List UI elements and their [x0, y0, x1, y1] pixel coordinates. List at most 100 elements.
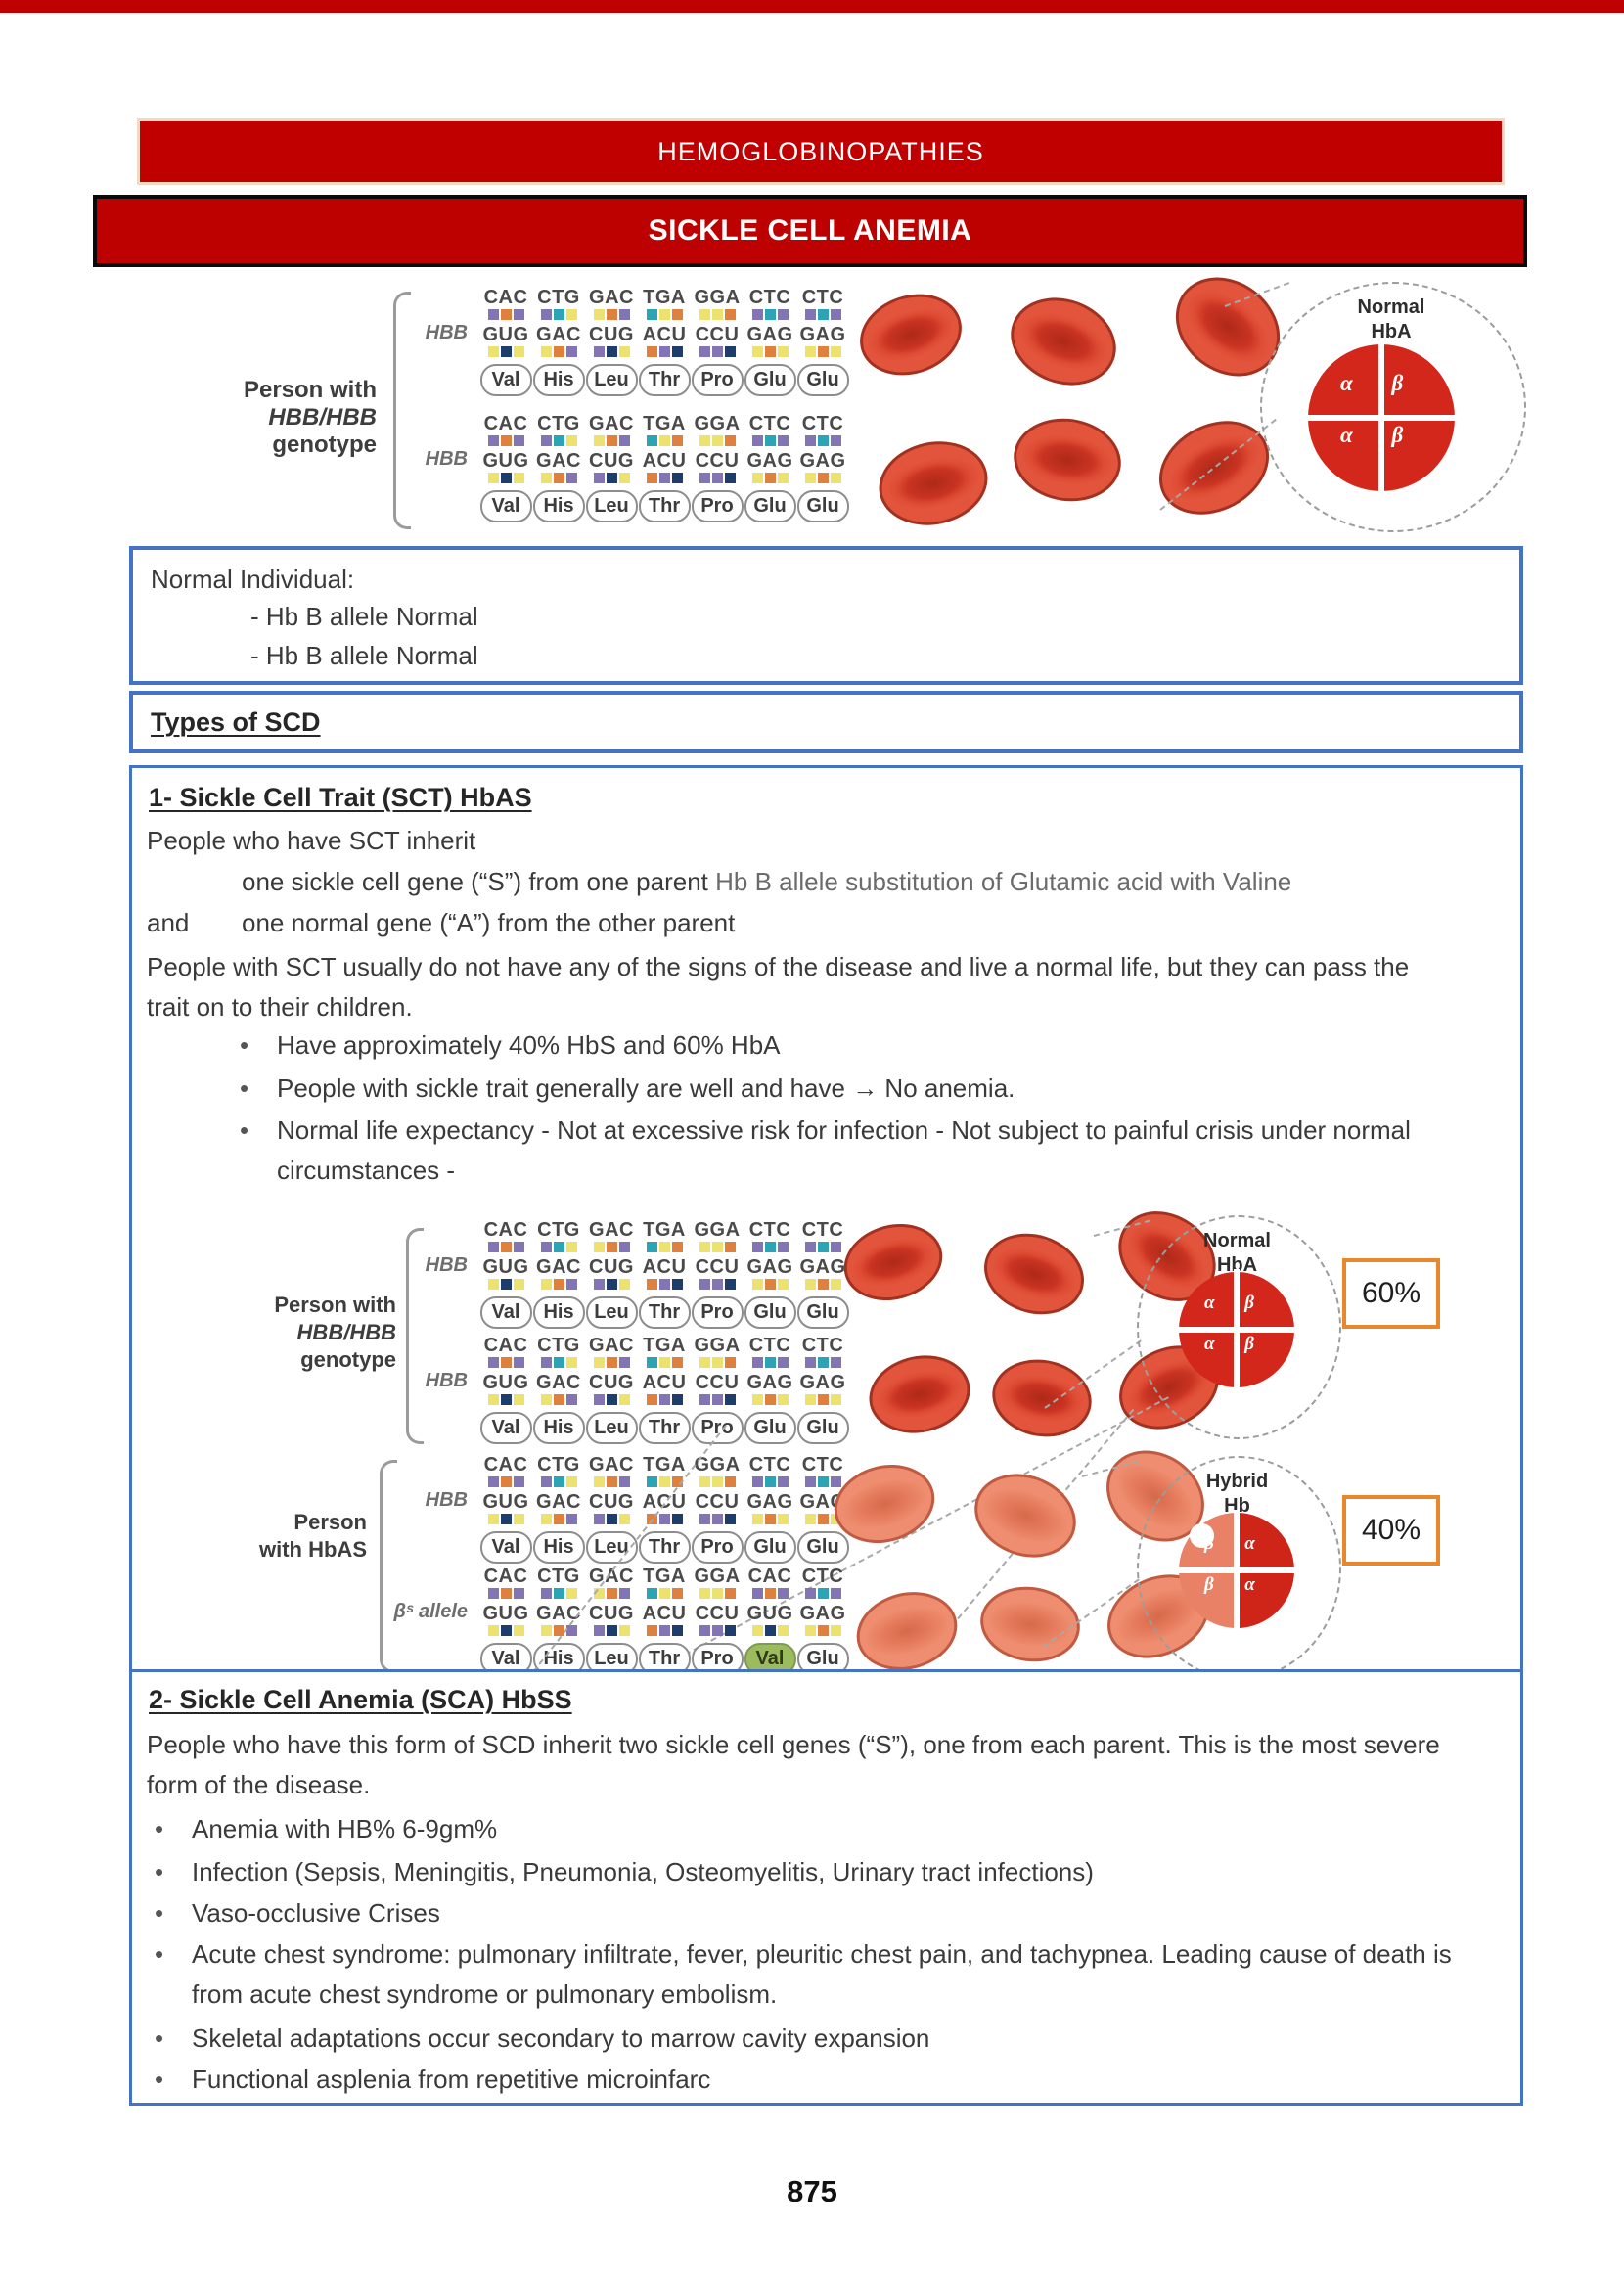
- nucleotide-squares: [647, 346, 683, 359]
- nucleotide-square: [566, 1394, 577, 1405]
- nucleotide-square: [554, 1394, 564, 1405]
- nucleotide-square: [699, 435, 710, 446]
- nucleotide-square: [672, 435, 683, 446]
- dna-codon-text: CAC: [484, 1454, 528, 1476]
- nucleotide-squares: [541, 1357, 577, 1370]
- dna-codon-text: CTC: [802, 1219, 844, 1241]
- rna-codon-text: GUG: [482, 1603, 528, 1624]
- nucleotide-squares: [594, 1588, 630, 1601]
- rna-codon-text: GAG: [799, 1256, 845, 1278]
- bracket: [406, 1228, 424, 1444]
- nucleotide-square: [712, 1394, 723, 1405]
- nucleotide-square: [566, 309, 577, 320]
- nucleotide-square: [778, 435, 789, 446]
- codon-column: TGAACUThr: [638, 287, 691, 396]
- rna-codon-text: CUG: [589, 1603, 634, 1624]
- nucleotide-squares: [488, 473, 524, 485]
- nucleotide-square: [659, 1242, 670, 1252]
- nucleotide-square: [712, 473, 723, 483]
- dna-codon-text: CTG: [537, 1454, 580, 1476]
- nucleotide-square: [488, 309, 499, 320]
- sct-inherit-gray: Hb B allele substitution of Glutamic aci…: [715, 867, 1291, 896]
- blood-cell: [871, 431, 995, 534]
- bullet-text: Have approximately 40% HbS and 60% HbA: [277, 1025, 1492, 1066]
- genotype-diagram-normal: HBBCACGUGValCTGGACHisGACCUGLeuTGAACUThrG…: [0, 279, 1624, 538]
- hb-subunit-label: β: [1392, 423, 1404, 448]
- nucleotide-squares: [752, 1476, 789, 1489]
- nucleotide-squares: [805, 1279, 841, 1292]
- nucleotide-squares: [752, 1242, 789, 1254]
- bullet-marker: •: [155, 1934, 192, 2015]
- nucleotide-square: [541, 1625, 552, 1636]
- nucleotide-squares: [699, 309, 736, 322]
- nucleotide-square: [712, 435, 723, 446]
- codon-column: CTCGAGGlu: [744, 413, 796, 522]
- nucleotide-square: [619, 346, 630, 357]
- nucleotide-square: [501, 1279, 512, 1290]
- nucleotide-squares: [752, 1625, 789, 1638]
- person-label: Person withHBB/HBBgenotype: [157, 377, 377, 459]
- dna-codon-text: TGA: [643, 1219, 686, 1241]
- codon-column: CACGUGVal: [479, 1219, 532, 1329]
- dna-codon-text: GAC: [589, 1219, 634, 1241]
- nucleotide-square: [805, 309, 816, 320]
- allele-block: βˢ alleleCACGUGValCTGGACHisGACCUGLeuTGAA…: [479, 1566, 849, 1675]
- nucleotide-square: [712, 1357, 723, 1368]
- blood-cell: [835, 1213, 951, 1311]
- dna-codon-text: TGA: [643, 1454, 686, 1476]
- nucleotide-squares: [541, 309, 577, 322]
- bullet-item: • People with sickle trait generally are…: [240, 1068, 1492, 1109]
- nucleotide-squares: [647, 473, 683, 485]
- normal-allele-line: - Hb B allele Normal: [250, 601, 478, 632]
- dna-codon-text: TGA: [643, 413, 686, 434]
- nucleotide-square: [594, 1514, 605, 1524]
- bullet-text: Infection (Sepsis, Meningitis, Pneumonia…: [192, 1852, 1485, 1892]
- nucleotide-squares: [752, 1357, 789, 1370]
- bullet-marker: •: [240, 1025, 277, 1066]
- person-label-line: genotype: [220, 1346, 396, 1374]
- nucleotide-squares: [752, 1514, 789, 1526]
- nucleotide-square: [566, 346, 577, 357]
- nucleotide-square: [778, 1625, 789, 1636]
- blood-cell: [848, 1582, 966, 1681]
- nucleotide-square: [501, 1514, 512, 1524]
- dna-codon-text: TGA: [643, 1335, 686, 1356]
- nucleotide-squares: [699, 346, 736, 359]
- amino-acid-pill: Glu: [744, 1296, 796, 1329]
- nucleotide-square: [566, 1588, 577, 1599]
- nucleotide-square: [514, 435, 524, 446]
- nucleotide-square: [765, 1279, 776, 1290]
- dna-codon-text: GGA: [694, 1566, 740, 1587]
- dna-codon-text: CTG: [537, 1566, 580, 1587]
- rna-codon-text: GAG: [746, 1372, 792, 1393]
- nucleotide-square: [778, 1279, 789, 1290]
- nucleotide-square: [607, 1625, 617, 1636]
- nucleotide-square: [712, 1588, 723, 1599]
- nucleotide-square: [831, 473, 841, 483]
- amino-acid-pill: His: [533, 1531, 585, 1564]
- bullet-text: Vaso-occlusive Crises: [192, 1893, 1485, 1933]
- codon-column: CTCGAGGlu: [796, 1335, 849, 1444]
- nucleotide-square: [647, 309, 657, 320]
- hb-molecule-circle: αβαβ: [1308, 344, 1455, 491]
- sct-and-line: one normal gene (“A”) from the other par…: [242, 907, 735, 938]
- nucleotide-square: [647, 1476, 657, 1487]
- nucleotide-square: [805, 473, 816, 483]
- dna-codon-text: GAC: [589, 287, 634, 308]
- nucleotide-squares: [752, 346, 789, 359]
- bullet-marker: •: [155, 2060, 192, 2100]
- nucleotide-square: [594, 346, 605, 357]
- amino-acid-pill: Glu: [797, 490, 849, 522]
- nucleotide-square: [594, 1242, 605, 1252]
- nucleotide-square: [672, 346, 683, 357]
- nucleotide-square: [659, 1357, 670, 1368]
- bullet-marker: •: [240, 1068, 277, 1109]
- dna-codon-text: CAC: [484, 1566, 528, 1587]
- nucleotide-square: [712, 309, 723, 320]
- nucleotide-squares: [541, 1242, 577, 1254]
- nucleotide-square: [672, 1279, 683, 1290]
- bullet-text: Normal life expectancy - Not at excessiv…: [277, 1111, 1423, 1191]
- nucleotide-squares: [752, 1394, 789, 1407]
- bullet-marker: •: [155, 1893, 192, 1933]
- nucleotide-square: [699, 473, 710, 483]
